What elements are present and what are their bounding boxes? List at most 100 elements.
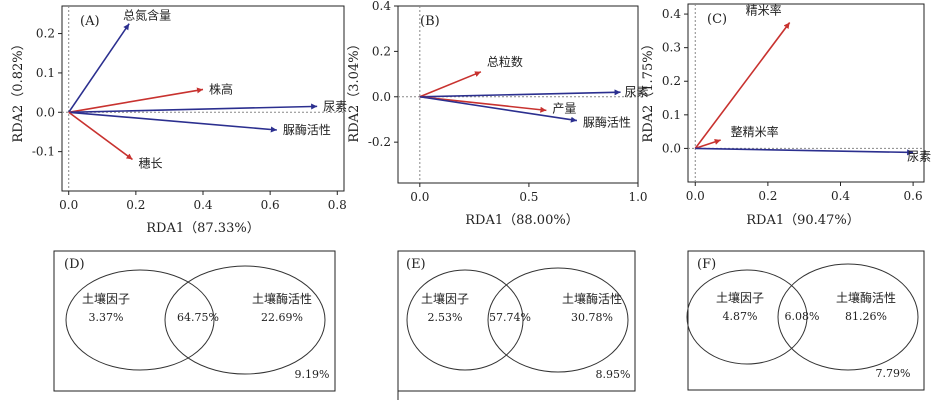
- panel-c-vector-arrow: [695, 139, 721, 150]
- panel-c-vector-label: 整精米率: [731, 124, 779, 139]
- panel-b-vector-arrow: [419, 95, 578, 123]
- panel-c-y-tick-label: 0.0: [662, 141, 681, 155]
- panel-c-x-tick-label: 0.0: [686, 189, 705, 203]
- venn-f-right-value: 81.26%: [845, 310, 887, 323]
- panel-b-x-tick-label: 0.5: [519, 190, 538, 204]
- venn-e-left-ellipse: [406, 269, 524, 371]
- venn-e-shared-value: 57.74%: [489, 311, 531, 324]
- panel-a-vector-arrow: [68, 103, 318, 114]
- panel-b-vector-arrow: [419, 95, 547, 113]
- venn-d-shared-value: 64.75%: [177, 311, 219, 324]
- panel-a-vector-arrow: [68, 23, 130, 113]
- panel-b-vector-label: 尿素: [625, 85, 649, 99]
- venn-f-residual: 7.79%: [876, 367, 911, 380]
- venn-e: (E) 土壤因子 2.53% 57.74% 土壤酶活性 30.78% 8.95%: [397, 250, 636, 400]
- panel-c-y-tick-label: 0.3: [662, 41, 681, 55]
- venn-e-residual: 8.95%: [596, 368, 631, 381]
- panel-a-vector-label: 总氮含量: [123, 8, 171, 23]
- panel-a-vector-arrow: [68, 111, 133, 161]
- venn-d: (D) 土壤因子 3.37% 64.75% 土壤酶活性 22.69% 9.19%: [53, 250, 336, 392]
- panel-a-x-tick-label: 0.6: [261, 198, 280, 212]
- panel-b-vector-arrow: [419, 89, 621, 98]
- venn-d-left-label: 土壤因子: [82, 291, 130, 306]
- panel-b-y-tick-label: -0.2: [368, 135, 391, 149]
- panel-a-vector-arrow: [68, 87, 204, 114]
- panel-c-x-tick-label: 0.6: [904, 189, 923, 203]
- venn-d-frame: [53, 250, 336, 392]
- venn-f-shared-value: 6.08%: [785, 310, 820, 323]
- panel-b-x-tick-label: 1.0: [628, 190, 647, 204]
- panel-c-vector-label: 尿素: [907, 149, 931, 163]
- panel-b-y-axis-label: RDA2（3.04%）: [347, 37, 362, 142]
- panel-c-y-ticks: 0.4 0.3 0.2 0.1 0.0: [662, 7, 688, 155]
- panel-a-x-tick-label: 0.8: [328, 198, 347, 212]
- panel-a-x-tick-label: 0.0: [59, 198, 78, 212]
- panel-a-vector-label: 株高: [209, 81, 233, 96]
- panel-a-y-tick-label: -0.1: [32, 145, 55, 159]
- panel-b-tag: (B): [420, 14, 440, 29]
- panel-c-x-axis-label: RDA1（90.47%）: [746, 213, 859, 228]
- panel-b-vector-label: 总粒数: [487, 54, 523, 69]
- venn-f-left-ellipse: [686, 269, 808, 365]
- panel-b-y-tick-label: 0.2: [372, 44, 391, 58]
- venn-d-right-value: 22.69%: [261, 311, 303, 324]
- panel-a-x-tick-label: 0.4: [193, 198, 212, 212]
- panel-c-frame: [687, 3, 925, 183]
- panel-a-frame: [61, 5, 345, 192]
- panel-a-y-tick-label: 0.1: [36, 66, 55, 80]
- panel-b-x-tick-label: 0.0: [410, 190, 429, 204]
- panel-c-x-ticks: 0.0 0.2 0.4 0.6: [686, 182, 923, 203]
- panel-b-frame: [397, 5, 639, 184]
- venn-f-left-label: 土壤因子: [716, 290, 764, 305]
- panel-b-y-tick-label: 0.4: [372, 0, 391, 13]
- panel-a-vector-label: 尿素: [323, 99, 347, 113]
- panel-c-y-tick-label: 0.2: [662, 74, 681, 88]
- panel-c-y-tick-label: 0.1: [662, 108, 681, 122]
- panel-a-y-tick-label: 0.0: [36, 105, 55, 119]
- venn-f-right-label: 土壤酶活性: [836, 290, 896, 305]
- venn-f-left-value: 4.87%: [723, 310, 758, 323]
- panel-c-y-axis-label: RDA2（1.75%）: [641, 37, 656, 142]
- panel-a-vector-label: 穗长: [139, 157, 163, 171]
- venn-f-frame: [687, 250, 925, 391]
- venn-f-right-ellipse: [777, 263, 919, 371]
- panel-a-tag: (A): [80, 14, 100, 29]
- panel-b-x-axis-label: RDA1（88.00%）: [465, 213, 578, 228]
- panel-b-vector-label: 产量: [552, 101, 576, 115]
- panel-b-vector-label: 脲酶活性: [583, 115, 631, 130]
- panel-a-y-tick-label: 0.2: [36, 27, 55, 41]
- venn-e-left-label: 土壤因子: [421, 291, 469, 306]
- venn-d-residual: 9.19%: [295, 368, 330, 381]
- panel-a-vector-label: 脲酶活性: [283, 122, 331, 137]
- panel-c-vector-label: 精米率: [746, 2, 782, 17]
- panel-c-x-tick-label: 0.2: [758, 189, 777, 203]
- panel-c-vector-arrow: [695, 147, 914, 156]
- panel-c-y-tick-label: 0.4: [662, 7, 681, 21]
- panel-b-y-tick-label: 0.0: [372, 90, 391, 104]
- venn-d-left-value: 3.37%: [89, 311, 124, 324]
- venn-e-tag: (E): [406, 257, 426, 272]
- panel-c-tag: (C): [707, 12, 727, 27]
- panel-b-x-ticks: 0.0 0.5 1.0: [410, 183, 648, 204]
- venn-e-frame: [397, 250, 636, 392]
- venn-e-left-value: 2.53%: [428, 311, 463, 324]
- venn-d-right-label: 土壤酶活性: [252, 291, 312, 306]
- venn-d-tag: (D): [64, 257, 85, 272]
- panel-a-y-ticks: 0.2 0.1 0.0 -0.1: [32, 27, 62, 159]
- venn-f-tag: (F): [697, 257, 716, 272]
- venn-e-right-value: 30.78%: [571, 311, 613, 324]
- panel-c-x-tick-label: 0.4: [831, 189, 850, 203]
- venn-e-right-label: 土壤酶活性: [562, 291, 622, 306]
- panel-b-vector-arrow: [419, 71, 482, 98]
- panel-a-vector-arrow: [68, 111, 277, 133]
- venn-d-right-ellipse: [164, 265, 326, 375]
- venn-d-left-ellipse: [65, 269, 215, 371]
- venn-e-right-ellipse: [487, 267, 629, 373]
